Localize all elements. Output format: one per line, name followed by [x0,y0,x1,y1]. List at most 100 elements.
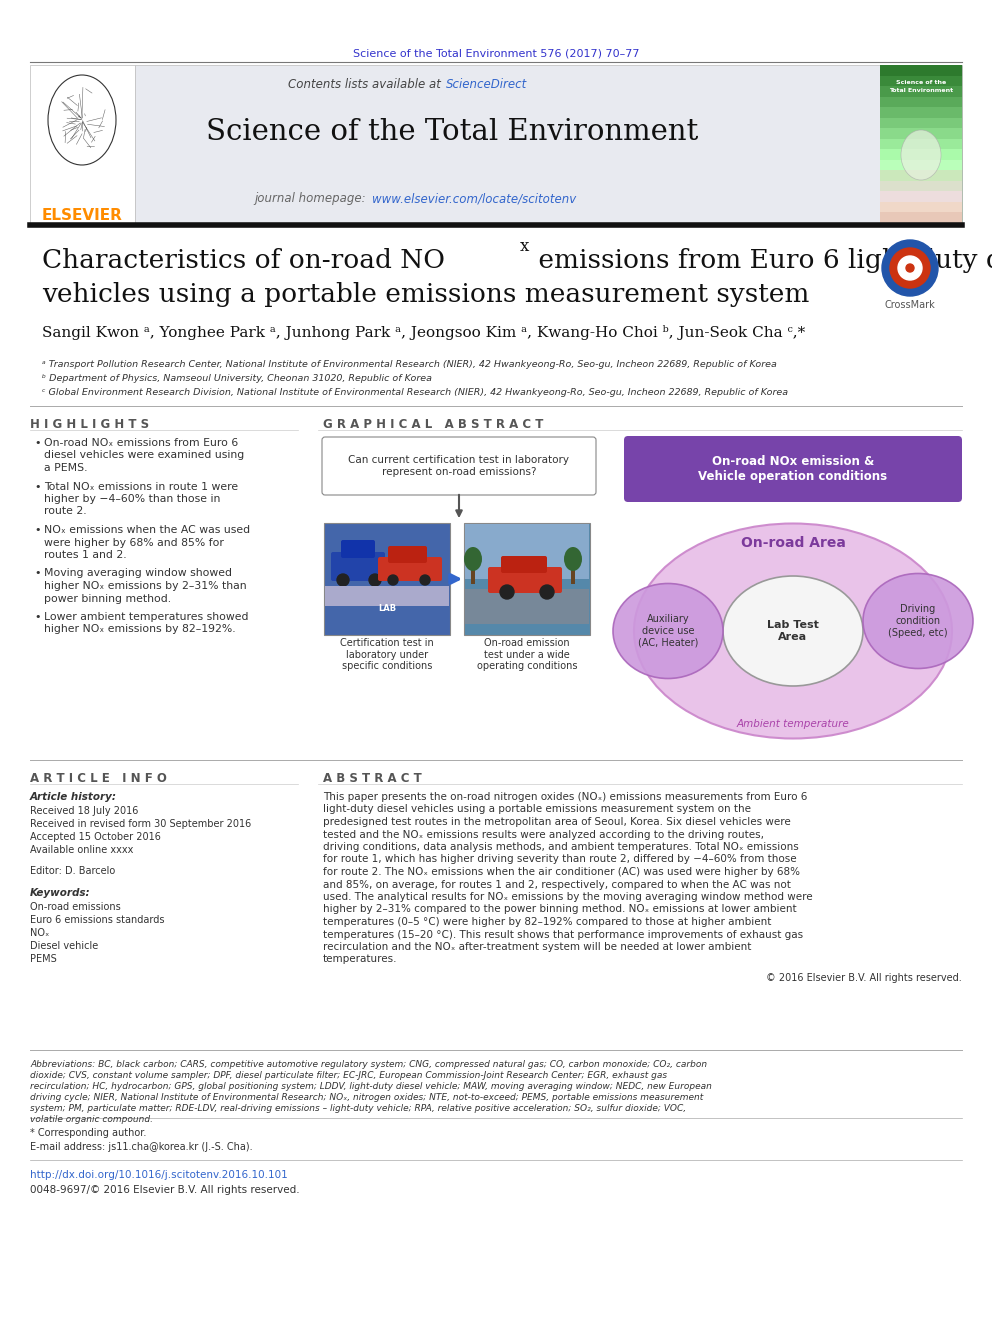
FancyBboxPatch shape [880,128,962,139]
FancyBboxPatch shape [378,557,442,581]
Text: NOₓ emissions when the AC was used: NOₓ emissions when the AC was used [44,525,250,534]
Text: •: • [34,613,41,622]
Text: x: x [520,238,530,255]
FancyBboxPatch shape [324,523,450,635]
Ellipse shape [464,546,482,572]
Circle shape [540,585,554,599]
Circle shape [500,585,514,599]
Text: power binning method.: power binning method. [44,594,172,603]
FancyBboxPatch shape [880,65,962,224]
Text: volatile organic compound.: volatile organic compound. [30,1115,153,1125]
FancyBboxPatch shape [501,556,547,573]
Text: Sangil Kwon ᵃ, Yonghee Park ᵃ, Junhong Park ᵃ, Jeongsoo Kim ᵃ, Kwang-Ho Choi ᵇ, : Sangil Kwon ᵃ, Yonghee Park ᵃ, Junhong P… [42,325,806,340]
Text: Characteristics of on-road NO: Characteristics of on-road NO [42,247,445,273]
Text: Available online xxxx: Available online xxxx [30,845,133,855]
Circle shape [890,247,930,288]
Text: were higher by 68% and 85% for: were higher by 68% and 85% for [44,537,224,548]
Text: Ambient temperature: Ambient temperature [737,718,849,729]
Circle shape [898,255,922,280]
FancyBboxPatch shape [464,523,590,635]
FancyBboxPatch shape [322,437,596,495]
FancyBboxPatch shape [30,65,135,224]
FancyBboxPatch shape [880,191,962,201]
Text: H I G H L I G H T S: H I G H L I G H T S [30,418,149,431]
FancyBboxPatch shape [471,564,475,583]
Ellipse shape [564,546,582,572]
Text: Science of the Total Environment 576 (2017) 70–77: Science of the Total Environment 576 (20… [353,48,639,58]
Text: routes 1 and 2.: routes 1 and 2. [44,550,127,560]
FancyBboxPatch shape [624,437,962,501]
FancyBboxPatch shape [880,65,962,75]
Text: www.elsevier.com/locate/scitotenv: www.elsevier.com/locate/scitotenv [372,192,576,205]
FancyBboxPatch shape [880,75,962,86]
FancyBboxPatch shape [880,86,962,97]
Text: NOₓ: NOₓ [30,927,50,938]
Text: emissions from Euro 6 light-duty diesel: emissions from Euro 6 light-duty diesel [530,247,992,273]
Text: Science of the Total Environment: Science of the Total Environment [206,118,698,146]
Text: ᵇ Department of Physics, Namseoul University, Cheonan 31020, Republic of Korea: ᵇ Department of Physics, Namseoul Univer… [42,374,432,382]
Text: Can current certification test in laboratory
represent on-road emissions?: Can current certification test in labora… [348,455,569,476]
Text: Euro 6 emissions standards: Euro 6 emissions standards [30,916,165,925]
Text: •: • [34,525,41,534]
Text: E-mail address: js11.cha@korea.kr (J.-S. Cha).: E-mail address: js11.cha@korea.kr (J.-S.… [30,1142,253,1152]
Text: Total Environment: Total Environment [889,89,953,93]
Text: higher by 2–31% compared to the power binning method. NOₓ emissions at lower amb: higher by 2–31% compared to the power bi… [323,905,797,914]
Circle shape [369,574,381,586]
Text: driving cycle; NIER, National Institute of Environmental Research; NOₓ, nitrogen: driving cycle; NIER, National Institute … [30,1093,703,1102]
Text: Contents lists available at: Contents lists available at [289,78,445,91]
Text: route 2.: route 2. [44,507,86,516]
Text: Total NOₓ emissions in route 1 were: Total NOₓ emissions in route 1 were [44,482,238,492]
Ellipse shape [634,524,952,738]
FancyBboxPatch shape [880,139,962,149]
Text: and 85%, on average, for routes 1 and 2, respectively, compared to when the AC w: and 85%, on average, for routes 1 and 2,… [323,880,791,889]
FancyBboxPatch shape [880,201,962,212]
Text: Keywords:: Keywords: [30,888,90,898]
Text: http://dx.doi.org/10.1016/j.scitotenv.2016.10.101: http://dx.doi.org/10.1016/j.scitotenv.20… [30,1170,288,1180]
Text: Abbreviations: BC, black carbon; CARS, competitive automotive regulatory system;: Abbreviations: BC, black carbon; CARS, c… [30,1060,707,1069]
Text: temperatures.: temperatures. [323,954,398,964]
FancyBboxPatch shape [880,160,962,169]
Ellipse shape [901,130,941,180]
FancyBboxPatch shape [388,546,427,564]
Text: Editor: D. Barcelo: Editor: D. Barcelo [30,867,115,876]
FancyBboxPatch shape [880,169,962,180]
FancyBboxPatch shape [465,524,589,579]
Text: higher NOₓ emissions by 2–31% than: higher NOₓ emissions by 2–31% than [44,581,247,591]
Text: On-road NOx emission &
Vehicle operation conditions: On-road NOx emission & Vehicle operation… [698,455,888,483]
Text: recirculation; HC, hydrocarbon; GPS, global positioning system; LDDV, light-duty: recirculation; HC, hydrocarbon; GPS, glo… [30,1082,712,1091]
Text: •: • [34,569,41,578]
Text: light-duty diesel vehicles using a portable emissions measurement system on the: light-duty diesel vehicles using a porta… [323,804,751,815]
Text: 0048-9697/© 2016 Elsevier B.V. All rights reserved.: 0048-9697/© 2016 Elsevier B.V. All right… [30,1185,300,1195]
Text: On-road emissions: On-road emissions [30,902,121,912]
Text: A R T I C L E   I N F O: A R T I C L E I N F O [30,773,167,785]
Ellipse shape [723,576,863,687]
Text: CrossMark: CrossMark [885,300,935,310]
Text: Accepted 15 October 2016: Accepted 15 October 2016 [30,832,161,841]
FancyBboxPatch shape [571,564,575,583]
Text: LAB: LAB [378,605,396,613]
Text: for route 1, which has higher driving severity than route 2, differed by −4–60% : for route 1, which has higher driving se… [323,855,797,864]
Text: tested and the NOₓ emissions results were analyzed according to the driving rout: tested and the NOₓ emissions results wer… [323,830,764,840]
Text: for route 2. The NOₓ emissions when the air conditioner (AC) was used were highe: for route 2. The NOₓ emissions when the … [323,867,800,877]
Text: dioxide; CVS, constant volume sampler; DPF, diesel particulate filter; EC-JRC, E: dioxide; CVS, constant volume sampler; D… [30,1072,668,1080]
FancyBboxPatch shape [331,552,385,581]
Text: G R A P H I C A L   A B S T R A C T: G R A P H I C A L A B S T R A C T [323,418,544,431]
Text: Moving averaging window showed: Moving averaging window showed [44,569,232,578]
Circle shape [420,576,430,585]
Text: Received in revised form 30 September 2016: Received in revised form 30 September 20… [30,819,251,830]
Text: Science of the: Science of the [896,79,946,85]
Text: predesigned test routes in the metropolitan area of Seoul, Korea. Six diesel veh: predesigned test routes in the metropoli… [323,818,791,827]
Ellipse shape [613,583,723,679]
Text: On-road NOₓ emissions from Euro 6: On-road NOₓ emissions from Euro 6 [44,438,238,448]
Text: ᵃ Transport Pollution Research Center, National Institute of Environmental Resea: ᵃ Transport Pollution Research Center, N… [42,360,777,369]
Text: * Corresponding author.: * Corresponding author. [30,1129,147,1138]
FancyBboxPatch shape [325,586,449,606]
Text: On-road Area: On-road Area [741,536,845,550]
Text: Lower ambient temperatures showed: Lower ambient temperatures showed [44,613,249,622]
Text: temperatures (15–20 °C). This result shows that performance improvements of exha: temperatures (15–20 °C). This result sho… [323,930,804,939]
Circle shape [388,576,398,585]
FancyBboxPatch shape [880,97,962,107]
Text: On-road emission
test under a wide
operating conditions: On-road emission test under a wide opera… [477,638,577,671]
FancyBboxPatch shape [880,180,962,191]
Text: ELSEVIER: ELSEVIER [42,208,122,224]
